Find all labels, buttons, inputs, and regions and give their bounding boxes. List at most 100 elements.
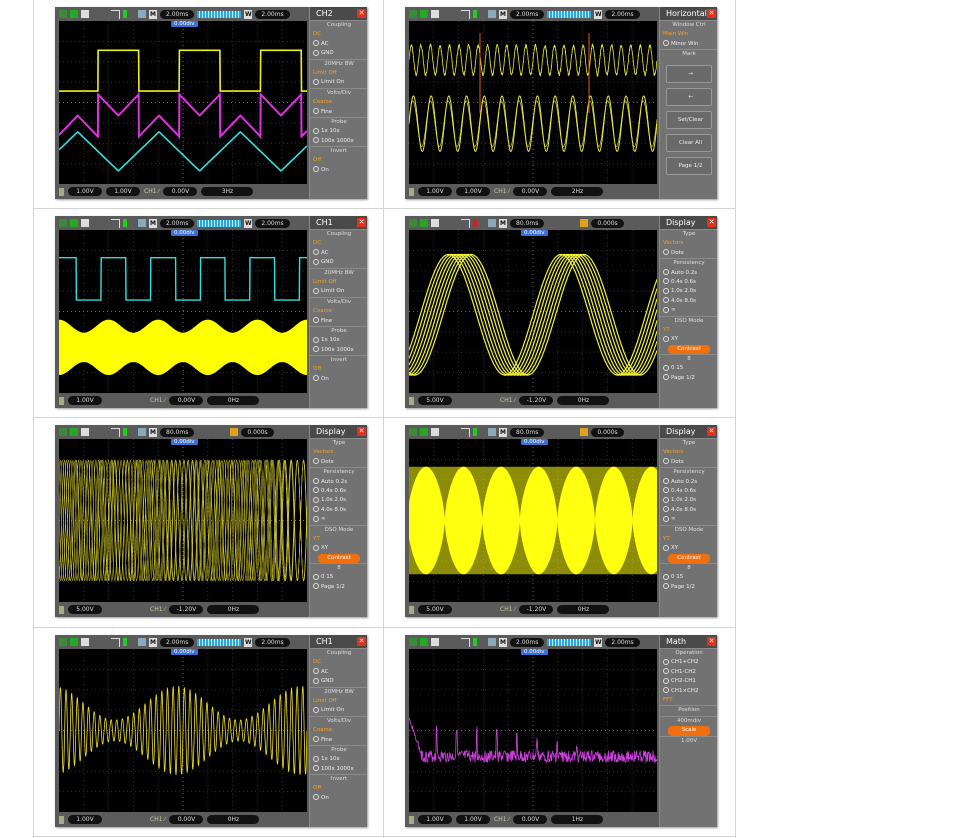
waveform-screen[interactable]: 0.00div <box>59 439 307 602</box>
menu-item[interactable]: GND <box>310 258 367 267</box>
menu-item[interactable]: 0 15 <box>660 573 717 582</box>
ch1-volts-readout[interactable]: 5.00V <box>418 396 452 405</box>
radio-icon[interactable] <box>663 506 669 513</box>
menu-item[interactable]: Dots <box>660 458 717 467</box>
close-menu-button[interactable]: ✕ <box>707 427 716 436</box>
frequency-readout[interactable]: 2Hz <box>551 187 604 196</box>
trigger-mode-icon[interactable] <box>420 219 428 227</box>
trigger-edge-icon[interactable] <box>461 218 470 228</box>
menu-item[interactable]: 1x 10x <box>310 755 367 764</box>
run-status-icon[interactable] <box>409 638 417 646</box>
menu-item[interactable]: 4.0s 8.0s <box>310 506 367 515</box>
frequency-readout[interactable]: 0Hz <box>207 605 260 614</box>
probe-icon[interactable] <box>431 638 439 646</box>
run-status-icon[interactable] <box>59 219 67 227</box>
radio-icon[interactable] <box>313 317 319 324</box>
radio-icon[interactable] <box>313 127 319 134</box>
radio-icon[interactable] <box>313 487 319 494</box>
radio-icon[interactable] <box>313 515 319 522</box>
run-status-icon[interactable] <box>409 10 417 18</box>
radio-icon[interactable] <box>313 49 319 56</box>
radio-icon[interactable] <box>313 258 319 265</box>
menu-item[interactable]: Vectors <box>310 448 367 457</box>
menu-item[interactable]: Page 1/2 <box>310 583 367 592</box>
main-timebase-readout[interactable]: 2.00ms <box>160 218 195 228</box>
radio-icon[interactable] <box>663 677 669 684</box>
menu-item[interactable]: Limit On <box>310 706 367 715</box>
menu-item[interactable]: AC <box>310 668 367 677</box>
main-timebase-readout[interactable]: 2.00ms <box>160 9 195 19</box>
run-status-icon[interactable] <box>409 219 417 227</box>
trigger-level-readout[interactable]: -1.20V <box>519 605 554 614</box>
menu-item[interactable]: 100x 1000x <box>310 137 367 146</box>
radio-icon[interactable] <box>313 478 319 485</box>
menu-item[interactable]: YT <box>310 535 367 544</box>
probe-icon[interactable] <box>81 428 89 436</box>
menu-item[interactable]: AC <box>310 40 367 49</box>
save-icon[interactable] <box>488 219 496 227</box>
trigger-mode-icon[interactable] <box>70 10 78 18</box>
main-timebase-readout[interactable]: 2.00ms <box>160 637 195 647</box>
menu-item[interactable]: ∞ <box>660 306 717 315</box>
menu-item[interactable]: 1.0s 2.0s <box>310 496 367 505</box>
radio-icon[interactable] <box>313 108 319 115</box>
menu-item[interactable]: 4.0s 8.0s <box>660 297 717 306</box>
trigger-edge-icon[interactable] <box>461 637 470 647</box>
trigger-edge-icon[interactable] <box>111 9 120 19</box>
menu-item[interactable]: DC <box>310 658 367 667</box>
waveform-screen[interactable]: 0.00div <box>59 649 307 812</box>
ch1-volts-readout[interactable]: 1.00V <box>418 187 452 196</box>
window-readout[interactable]: 2.00ms <box>605 9 640 19</box>
ch2-volts-readout[interactable]: 1.00V <box>106 187 140 196</box>
menu-item[interactable]: On <box>310 375 367 384</box>
radio-icon[interactable] <box>663 278 669 285</box>
waveform-screen[interactable] <box>409 21 657 184</box>
menu-item[interactable]: CH1+CH2 <box>660 658 717 667</box>
radio-icon[interactable] <box>313 583 319 590</box>
radio-icon[interactable] <box>313 794 319 801</box>
trigger-mode-icon[interactable] <box>70 428 78 436</box>
radio-icon[interactable] <box>313 137 319 144</box>
waveform-screen[interactable]: 0.00div <box>409 230 657 393</box>
run-status-icon[interactable] <box>59 638 67 646</box>
radio-icon[interactable] <box>313 375 319 382</box>
menu-item[interactable]: Contrast <box>668 553 710 564</box>
ch2-volts-readout[interactable]: 1.00V <box>456 815 490 824</box>
radio-icon[interactable] <box>663 364 669 371</box>
menu-item[interactable]: CH1×CH2 <box>660 687 717 696</box>
menu-item[interactable]: Minor Win <box>660 40 717 49</box>
waveform-screen[interactable]: 0.00div <box>59 21 307 184</box>
trigger-level-readout[interactable]: -1.20V <box>169 605 204 614</box>
menu-item[interactable]: Limit On <box>310 78 367 87</box>
window-readout[interactable]: 0.000s <box>241 427 274 437</box>
menu-item[interactable]: Coarse <box>310 726 367 735</box>
trigger-level-readout[interactable]: 0.00V <box>513 187 548 196</box>
frequency-readout[interactable]: 0Hz <box>207 815 260 824</box>
menu-item[interactable]: 100x 1000x <box>310 346 367 355</box>
menu-item[interactable]: Fine <box>310 317 367 326</box>
menu-item[interactable]: 1.0s 2.0s <box>660 496 717 505</box>
close-menu-button[interactable]: ✕ <box>357 637 366 646</box>
close-menu-button[interactable]: ✕ <box>707 218 716 227</box>
menu-item[interactable]: Auto 0.2s <box>660 478 717 487</box>
menu-item[interactable]: Coarse <box>310 307 367 316</box>
close-menu-button[interactable]: ✕ <box>357 427 366 436</box>
menu-item[interactable]: 1.0s 2.0s <box>660 287 717 296</box>
menu-item[interactable]: 1x 10x <box>310 336 367 345</box>
window-readout[interactable]: 2.00ms <box>255 218 290 228</box>
menu-item[interactable]: YT <box>660 535 717 544</box>
menu-item[interactable]: Set/Clear <box>666 110 712 129</box>
save-icon[interactable] <box>138 219 146 227</box>
save-icon[interactable] <box>488 10 496 18</box>
trigger-level-readout[interactable]: 0.00V <box>163 187 198 196</box>
run-status-icon[interactable] <box>59 10 67 18</box>
ch2-volts-readout[interactable]: 1.00V <box>456 187 490 196</box>
menu-item[interactable]: Coarse <box>310 98 367 107</box>
probe-icon[interactable] <box>81 219 89 227</box>
save-icon[interactable] <box>138 10 146 18</box>
menu-item[interactable]: CH1-CH2 <box>660 668 717 677</box>
probe-icon[interactable] <box>81 10 89 18</box>
save-icon[interactable] <box>488 638 496 646</box>
frequency-readout[interactable]: 0Hz <box>207 396 260 405</box>
menu-item[interactable]: Dots <box>660 249 717 258</box>
